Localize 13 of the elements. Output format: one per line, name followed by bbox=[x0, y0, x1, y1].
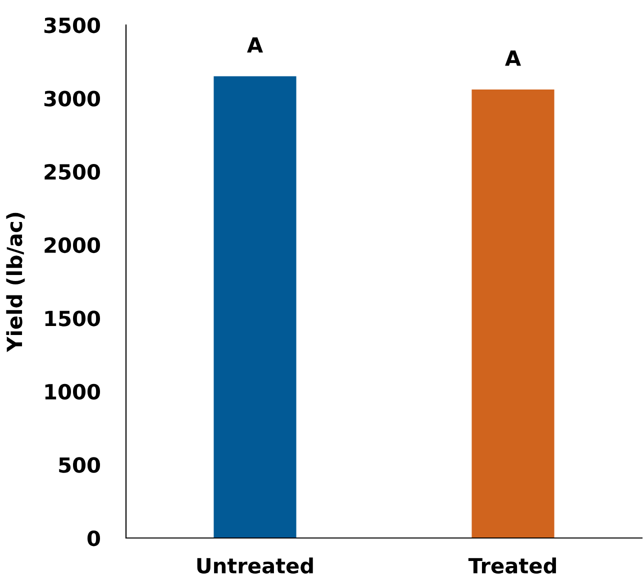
y-tick-label: 0 bbox=[88, 530, 100, 546]
y-tick-label: 500 bbox=[59, 457, 100, 473]
annotation: A bbox=[505, 50, 521, 66]
x-tick-label: Treated bbox=[468, 557, 556, 574]
y-tick-label: 3000 bbox=[44, 90, 100, 106]
y-tick-label: 2000 bbox=[44, 237, 100, 254]
x-tick-label: Untreated bbox=[197, 557, 313, 574]
y-tick-label: 3500 bbox=[44, 17, 100, 34]
y-tick-label: 2500 bbox=[44, 164, 100, 180]
annotation: A bbox=[247, 37, 263, 53]
y-tick-label: 1500 bbox=[45, 310, 100, 326]
y-tick-label: 1000 bbox=[45, 384, 100, 400]
y-axis-title: Yield (lb/ac) bbox=[6, 212, 25, 352]
